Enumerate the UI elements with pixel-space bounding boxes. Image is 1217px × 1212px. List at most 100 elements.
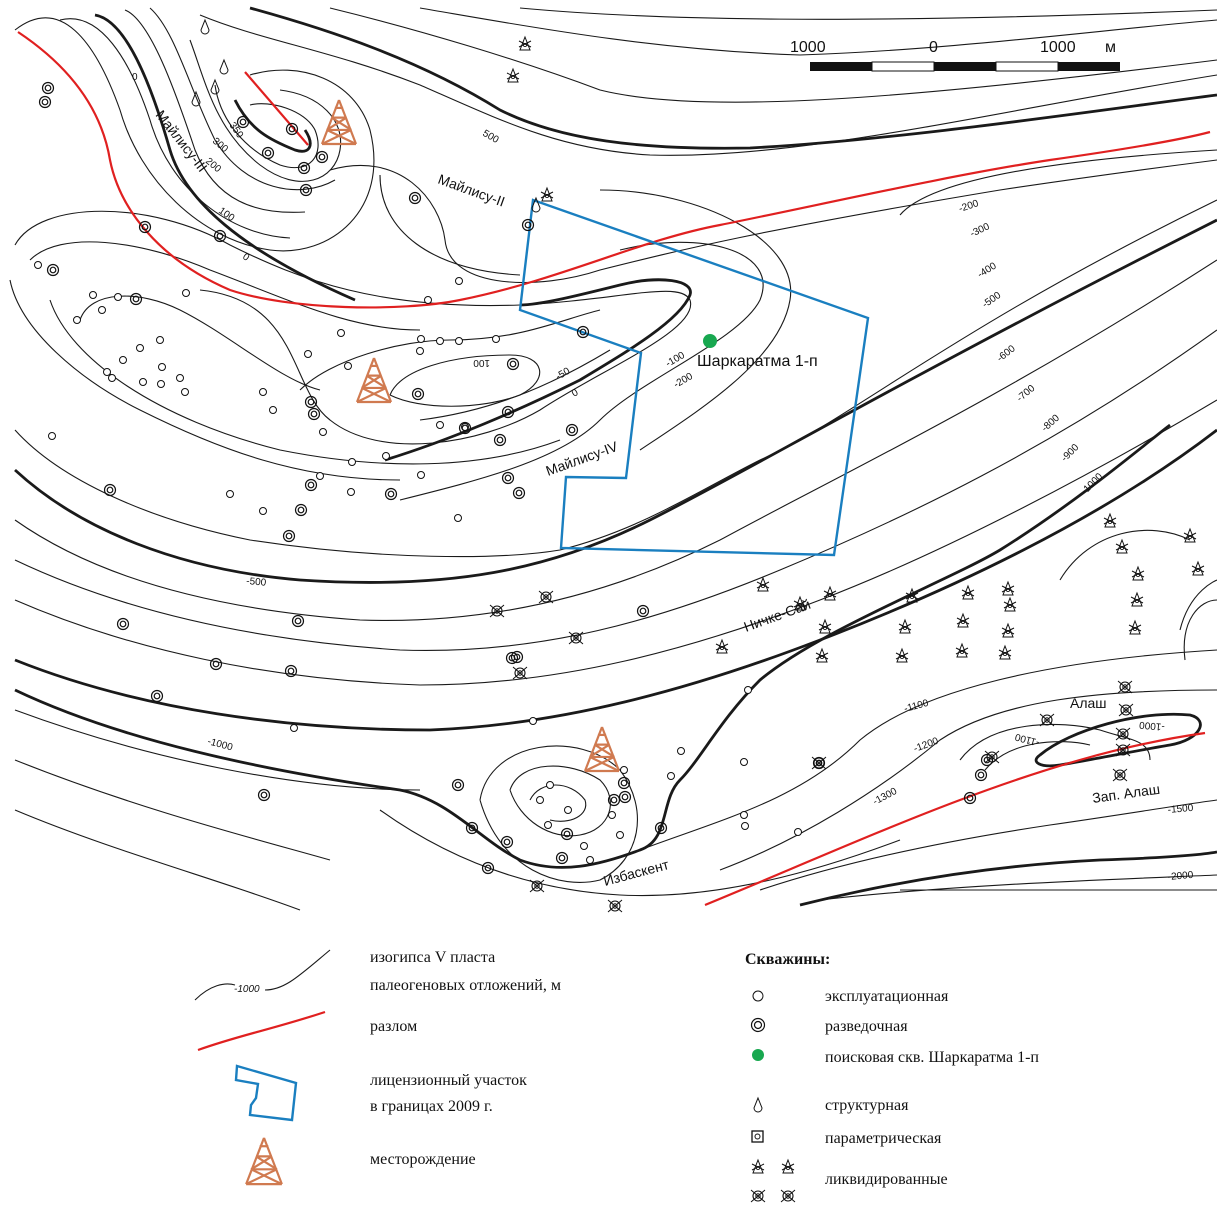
exploration-well (213, 229, 227, 243)
exploitation-well (740, 811, 748, 819)
liquidated-well (956, 612, 970, 628)
contour-label: -1000 (1138, 719, 1165, 732)
legend-license-symbol (234, 1064, 298, 1122)
scale-label-right: 1000 (1040, 39, 1076, 56)
exploitation-well (344, 362, 352, 370)
liquidated-well (756, 576, 770, 592)
exploration-well (636, 604, 650, 618)
exploitation-well (319, 428, 327, 436)
exploration-well (150, 689, 164, 703)
legend-parametric-symbol-inner (754, 1133, 761, 1140)
legend-isohypse-text: палеогеновых отложений, м (370, 977, 561, 994)
liquidated-well (1001, 580, 1015, 596)
exploitation-well (157, 380, 165, 388)
contour-label: -400 (976, 260, 999, 280)
exploration-well (315, 150, 329, 164)
exploitation-well (536, 796, 544, 804)
exploration-well (576, 325, 590, 339)
exploitation-well (176, 374, 184, 382)
contour-label: -500 (980, 290, 1003, 311)
contour-label: -700 (1015, 383, 1038, 405)
liquidated-well (1112, 768, 1128, 782)
exploration-well (297, 161, 311, 175)
contour-label: -1200 (912, 736, 940, 755)
exploitation-well (436, 337, 444, 345)
liquidated-well (1131, 565, 1145, 581)
exploration-well (116, 617, 130, 631)
liquidated-well (512, 666, 528, 680)
exploitation-well (226, 490, 234, 498)
contour-label: 0 (240, 251, 251, 263)
exploitation-well (616, 831, 624, 839)
legend-isohypse-sample: -1000 (234, 984, 260, 995)
scale-segment (995, 61, 1059, 72)
exploration-well (129, 292, 143, 306)
exploration-well (458, 421, 472, 435)
contour-label: 100 (473, 357, 490, 368)
contour-label: -200 (672, 371, 695, 391)
scale-segment (934, 62, 996, 71)
exploration-well (41, 81, 55, 95)
legend-structural-text: структурная (825, 1097, 909, 1114)
scale-bar: 1000 0 1000 м (790, 39, 1120, 72)
exploration-well (46, 263, 60, 277)
contour-label: -800 (1040, 412, 1063, 434)
search-well-sharkaratma (703, 334, 717, 348)
exploitation-well (667, 772, 675, 780)
legend-exploration-symbol-inner (753, 1020, 763, 1030)
liquidated-well (998, 644, 1012, 660)
exploration-well (465, 821, 479, 835)
legend-search-text: поисковая скв. Шаркаратма 1-п (825, 1049, 1039, 1066)
structural-well (219, 58, 229, 75)
liquidated-well (961, 584, 975, 600)
field-label-mailisu2: Майлису-II (436, 171, 507, 210)
license-area (518, 198, 870, 557)
exploitation-well (114, 293, 122, 301)
field-label-izbaskent: Избаскент (602, 856, 671, 889)
liquidated-well (815, 647, 829, 663)
legend-deposit-symbol (245, 1137, 283, 1186)
exploitation-well (136, 344, 144, 352)
exploration-well (500, 835, 514, 849)
liquidated-well (1039, 713, 1055, 727)
liquidated-well (607, 899, 623, 913)
scale-segment (810, 62, 872, 71)
exploitation-well (348, 458, 356, 466)
exploitation-well (417, 471, 425, 479)
legend-deposit-text: месторождение (370, 1151, 476, 1168)
liquidated-well (489, 604, 505, 618)
exploitation-well (580, 842, 588, 850)
exploration-well (607, 793, 621, 807)
contour-label: -1100 (903, 698, 930, 715)
exploitation-well (564, 806, 572, 814)
exploration-well (481, 861, 495, 875)
exploration-well (304, 478, 318, 492)
legend-license-text: лицензионный участок (370, 1072, 527, 1089)
exploitation-well (424, 296, 432, 304)
liquidated-well (793, 595, 807, 611)
exploitation-well (316, 472, 324, 480)
exploitation-well (34, 261, 42, 269)
exploration-well (510, 650, 524, 664)
deposit-symbols (320, 99, 621, 773)
exploitation-well (544, 821, 552, 829)
exploitation-well (740, 758, 748, 766)
legend-parametric-symbol (751, 1130, 764, 1143)
exploration-well (974, 768, 988, 782)
legend-structural-icon (753, 1096, 763, 1113)
field-label-mailisu3: Майлису-III (153, 107, 211, 175)
liquidated-well (895, 647, 909, 663)
contour-label: 0 (132, 72, 138, 83)
exploitation-well (139, 378, 147, 386)
exploitation-well (259, 507, 267, 515)
contour-label: -200 (958, 198, 981, 215)
liquidated-well (568, 631, 584, 645)
structural-well (191, 90, 201, 107)
legend-exploitation-text: эксплуатационная (825, 988, 949, 1005)
contour-label: -1100 (1014, 731, 1041, 748)
contour-label: -600 (995, 343, 1018, 364)
scale-label-zero: 0 (929, 39, 938, 56)
exploration-well (411, 387, 425, 401)
exploration-well (384, 487, 398, 501)
exploitation-well (182, 289, 190, 297)
